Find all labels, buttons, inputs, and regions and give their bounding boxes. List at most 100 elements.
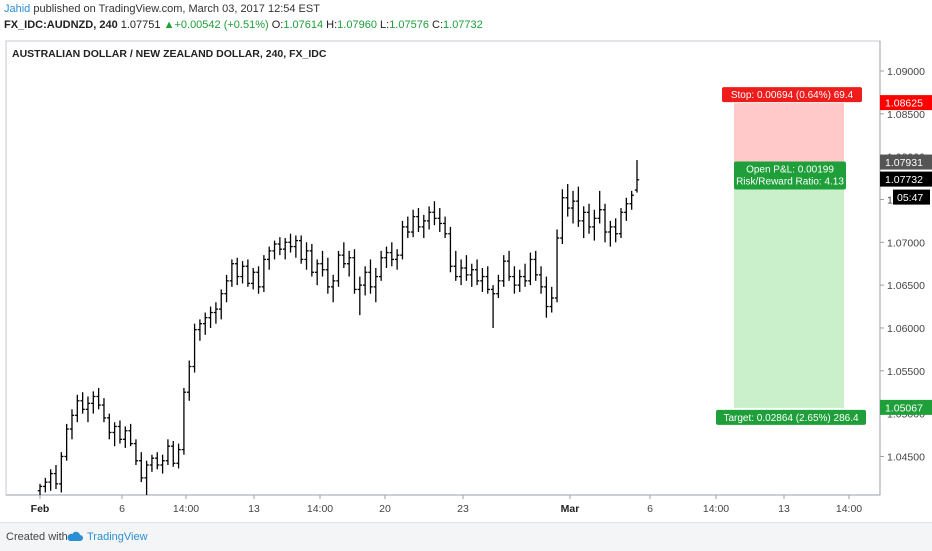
- ohlc-bar: [219, 289, 224, 320]
- ohlc-bar: [235, 257, 240, 286]
- ohlc-bar: [618, 208, 624, 239]
- stop-label-text: Stop: 0.00694 (0.64%) 69.4: [731, 90, 854, 101]
- ohlc-bar: [251, 268, 256, 290]
- created-with-text: Created with: [6, 531, 68, 543]
- ohlc-bar: [107, 413, 112, 440]
- ohlc-bar: [320, 250, 325, 277]
- ohlc-bar: [389, 242, 395, 267]
- stop-price-tag-box: [880, 95, 932, 111]
- x-tick-label: 6: [647, 503, 653, 515]
- ohlc-bar: [528, 252, 533, 286]
- stop-label[interactable]: Stop: 0.00694 (0.64%) 69.4: [722, 87, 862, 103]
- ohlc-bar: [192, 323, 197, 373]
- ohlc-bar: [421, 214, 426, 239]
- ohlc-bar: [309, 244, 315, 277]
- ohlc-bar: [325, 257, 331, 294]
- x-tick-label: Feb: [31, 503, 50, 515]
- ohlc-bar: [405, 216, 410, 239]
- ohlc-bar: [37, 483, 43, 495]
- ohlc-bar: [282, 238, 288, 260]
- x-tick-label: 14:00: [836, 503, 862, 515]
- author-link[interactable]: Jahid: [4, 3, 31, 15]
- ohlc-bar: [560, 189, 565, 245]
- ohlc-bar: [597, 190, 602, 224]
- target-price-tag: 1.05067: [880, 399, 932, 415]
- ohlc-bar: [176, 443, 181, 469]
- tradingview-cloud-icon[interactable]: [66, 530, 84, 544]
- ohlc-bar: [155, 452, 160, 470]
- low-value: 1.07576: [389, 19, 429, 31]
- ohlc-bar: [533, 250, 538, 281]
- ohlc-bar: [128, 423, 133, 447]
- ohlc-bar: [581, 206, 586, 239]
- ohlc-bar: [368, 259, 373, 294]
- x-tick-label: 13: [248, 503, 260, 515]
- last-price: 1.07751: [120, 19, 161, 31]
- ohlc-bar: [517, 269, 522, 292]
- ohlc-bar: [229, 259, 235, 287]
- ohlc-bar: [208, 306, 213, 328]
- pnl-label-box: [734, 161, 846, 190]
- ohlc-bar: [336, 250, 341, 287]
- stop-price-tag: 1.08625: [880, 95, 932, 111]
- low-label: L:: [380, 19, 390, 31]
- ohlc-bar: [576, 186, 581, 227]
- ohlc-bar: [181, 387, 187, 455]
- y-tick-label: 1.08500: [887, 109, 925, 121]
- target-label-box: [716, 409, 866, 425]
- ohlc-bar: [501, 255, 506, 287]
- ohlc-bar: [165, 439, 171, 466]
- y-tick-label: 1.05500: [887, 366, 925, 378]
- ohlc-bar: [416, 208, 421, 233]
- x-tick-label: 14:00: [307, 503, 333, 515]
- ohlc-bar: [59, 452, 64, 493]
- target-label[interactable]: Target: 0.02864 (2.65%) 286.4: [716, 409, 866, 425]
- ohlc-bar: [272, 240, 277, 260]
- ohlc-bar: [85, 396, 91, 423]
- ohlc-bar: [203, 312, 208, 335]
- publish-info: Jahid published on TradingView.com, Marc…: [4, 3, 320, 15]
- price-chart[interactable]: AUSTRALIAN DOLLAR / NEW ZEALAND DOLLAR, …: [0, 36, 932, 522]
- risk-zone[interactable]: [734, 103, 844, 163]
- ohlc-bar: [432, 201, 437, 226]
- ohlc-bar: [602, 203, 608, 243]
- ohlc-bar: [629, 190, 634, 210]
- ohlc-bar: [117, 420, 123, 444]
- y-tick-label: 1.06500: [887, 280, 925, 292]
- ohlc-bar: [304, 242, 309, 270]
- x-tick-label: 13: [778, 503, 790, 515]
- ohlc-bar: [485, 266, 490, 294]
- symbol[interactable]: FX_IDC:AUDNZD, 240: [4, 19, 118, 31]
- ohlc-bar: [586, 203, 592, 234]
- ohlc-bar: [544, 276, 549, 318]
- ohlc-bar: [245, 259, 251, 287]
- chart-title: AUSTRALIAN DOLLAR / NEW ZEALAND DOLLAR, …: [12, 48, 327, 60]
- ohlc-bar: [592, 209, 597, 241]
- countdown-tag-text: 05:47: [897, 192, 923, 204]
- ohlc-bar: [448, 226, 453, 273]
- ohlc-bar: [91, 391, 96, 414]
- ohlc-bar: [410, 209, 416, 238]
- ohlc-bar: [362, 266, 368, 296]
- ohlc-bar: [496, 274, 501, 298]
- x-tick-label: 14:00: [703, 503, 729, 515]
- x-tick-label: 6: [119, 503, 125, 515]
- ohlc-bar: [133, 439, 139, 466]
- ohlc-bar: [538, 266, 544, 294]
- ohlc-bar: [474, 259, 480, 286]
- tradingview-link[interactable]: TradingView: [87, 531, 148, 543]
- footer: Created with TradingView: [0, 522, 932, 551]
- close-value: 1.07732: [443, 19, 483, 31]
- ohlc-bar: [160, 454, 165, 474]
- ohlc-bar: [43, 477, 48, 493]
- ohlc-bar: [469, 263, 474, 287]
- ohlc-bar: [123, 426, 128, 448]
- ohlc-bar: [96, 387, 101, 410]
- entry-price-tag-text: 1.07931: [885, 157, 923, 169]
- x-tick-label: 14:00: [173, 503, 199, 515]
- y-tick-label: 1.07000: [887, 237, 925, 249]
- reward-zone[interactable]: [734, 162, 844, 408]
- ohlc-bars: [37, 160, 640, 495]
- pnl-label[interactable]: Open P&L: 0.00199 Risk/Reward Ratio: 4.1…: [734, 161, 846, 190]
- ohlc-bar: [554, 229, 560, 303]
